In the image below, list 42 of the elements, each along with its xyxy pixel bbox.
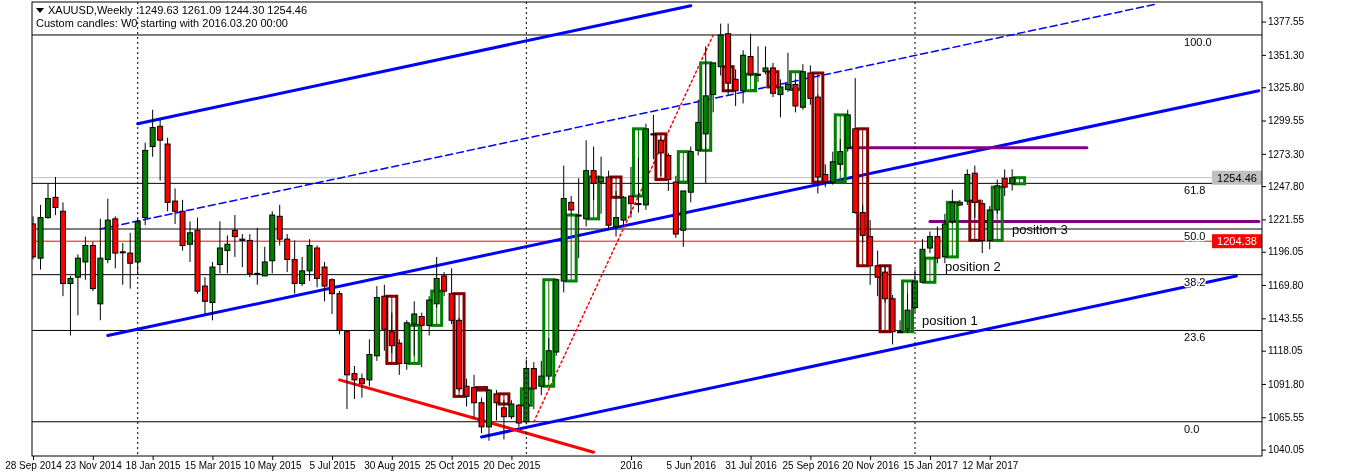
x-tick-label: 25 Sep 2016: [782, 460, 840, 472]
x-tick-label: 31 Jul 2016: [725, 460, 778, 472]
y-tick-label: 1143.55: [1268, 313, 1304, 325]
y-tick-label: 1299.55: [1268, 115, 1305, 127]
x-tick-label: 20 Dec 2015: [483, 460, 541, 472]
y-tick-label: 1091.80: [1268, 378, 1305, 390]
x-tick-label: 28 Sep 2014: [5, 460, 63, 472]
y-tick-label: 1247.80: [1268, 180, 1305, 192]
annotation: 61.8: [1184, 184, 1206, 197]
y-tick-label: 1065.55: [1268, 411, 1305, 423]
x-tick-label: 20 Nov 2016: [842, 460, 900, 472]
y-tick-label: 1118.05: [1268, 345, 1304, 357]
ref-line-label: 1254.46: [1217, 171, 1257, 184]
annotation: position 3: [1012, 222, 1068, 237]
x-tick-label: 5 Jun 2016: [666, 460, 717, 472]
annotation: position 2: [945, 259, 1001, 274]
x-tick-label: 12 Mar 2017: [962, 460, 1019, 472]
y-tick-label: 1169.80: [1268, 279, 1304, 291]
x-tick-label: 10 May 2015: [243, 460, 303, 472]
y-tick-label: 1377.55: [1268, 16, 1305, 28]
y-tick-label: 1221.55: [1268, 214, 1305, 226]
x-tick-label: 23 Nov 2014: [65, 460, 123, 472]
y-tick-label: 1351.30: [1268, 49, 1305, 61]
x-tick-label: 15 Jan 2017: [902, 460, 959, 472]
x-tick-label: 15 Mar 2015: [184, 460, 242, 472]
annotation: 50.0: [1184, 230, 1206, 242]
y-tick-label: 1196.05: [1268, 246, 1304, 258]
annotation: 0.0: [1184, 422, 1200, 435]
x-tick-label: 18 Jan 2015: [125, 460, 182, 472]
annotation: position 1: [922, 313, 978, 328]
x-tick-label: 2016: [620, 460, 644, 472]
ref-line-label: 1204.38: [1217, 235, 1257, 248]
y-tick-label: 1273.30: [1268, 148, 1305, 160]
x-tick-label: 5 Jul 2015: [309, 460, 357, 472]
x-tick-label: 25 Oct 2015: [424, 460, 480, 472]
annotation: 23.6: [1184, 331, 1206, 344]
x-tick-label: 30 Aug 2015: [364, 460, 421, 472]
y-tick-label: 1040.05: [1268, 444, 1305, 456]
annotation: 100.0: [1184, 35, 1212, 48]
text: Custom candles: W0 starting with 2016.03.20 00:00: [36, 17, 288, 29]
chart-title: XAUUSD,Weekly 1249.63 1261.09 1244.30 1254.46: [48, 4, 308, 16]
y-tick-label: 1325.80: [1268, 81, 1305, 93]
